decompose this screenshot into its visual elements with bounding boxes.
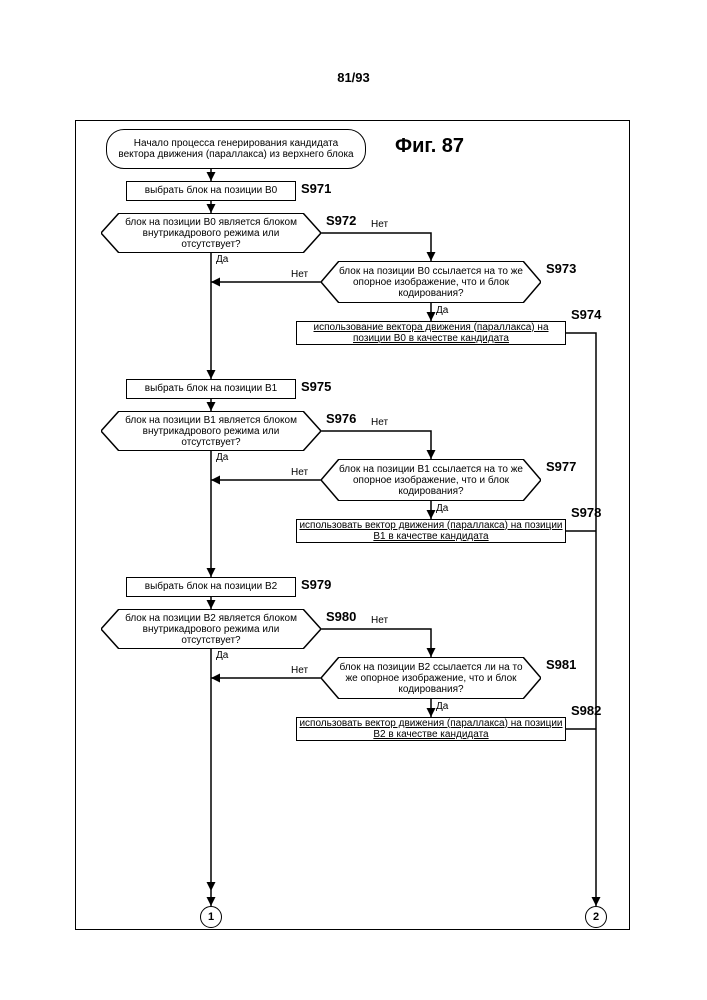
start-text: Начало процесса генерирования кандидата … (117, 138, 355, 161)
s979-text: выбрать блок на позиции B2 (145, 581, 277, 593)
connector-1: 1 (200, 906, 222, 928)
connector-1-text: 1 (208, 911, 214, 923)
s982-label: S982 (571, 703, 601, 718)
s971-text: выбрать блок на позиции B0 (145, 185, 277, 197)
s978-label: S978 (571, 505, 601, 520)
s972-no: Нет (371, 219, 388, 230)
connector-2: 2 (585, 906, 607, 928)
s974-label: S974 (571, 307, 601, 322)
s980-no: Нет (371, 615, 388, 626)
s977-no: Нет (291, 467, 308, 478)
s972-decision: блок на позиции B0 является блоком внутр… (101, 213, 321, 253)
s977-yes: Да (436, 503, 448, 514)
flowchart-frame: Начало процесса генерирования кандидата … (75, 120, 630, 930)
s973-no: Нет (291, 269, 308, 280)
s979-label: S979 (301, 577, 331, 592)
start-node: Начало процесса генерирования кандидата … (106, 129, 366, 169)
s975-process: выбрать блок на позиции B1 (126, 379, 296, 399)
s972-yes: Да (216, 254, 228, 265)
s976-no: Нет (371, 417, 388, 428)
s980-decision: блок на позиции B2 является блоком внутр… (101, 609, 321, 649)
connector-2-text: 2 (593, 911, 599, 923)
s981-no: Нет (291, 665, 308, 676)
s982-text: использовать вектор движения (параллакса… (297, 718, 565, 741)
s974-process: использование вектора движения (параллак… (296, 321, 566, 345)
s976-label: S976 (326, 411, 356, 426)
s980-yes: Да (216, 650, 228, 661)
s978-process: использовать вектор движения (параллакса… (296, 519, 566, 543)
s973-decision: блок на позиции B0 ссылается на то же оп… (321, 261, 541, 303)
s975-label: S975 (301, 379, 331, 394)
s981-yes: Да (436, 701, 448, 712)
s971-label: S971 (301, 181, 331, 196)
s978-text: использовать вектор движения (параллакса… (297, 520, 565, 543)
s981-label: S981 (546, 657, 576, 672)
s982-process: использовать вектор движения (параллакса… (296, 717, 566, 741)
s973-label: S973 (546, 261, 576, 276)
s977-decision: блок на позиции B1 ссылается на то же оп… (321, 459, 541, 501)
s981-decision: блок на позиции B2 ссылается ли на то же… (321, 657, 541, 699)
s974-text: использование вектора движения (параллак… (297, 322, 565, 345)
page-number: 81/93 (337, 70, 370, 85)
s973-yes: Да (436, 305, 448, 316)
s976-yes: Да (216, 452, 228, 463)
s971-process: выбрать блок на позиции B0 (126, 181, 296, 201)
s977-label: S977 (546, 459, 576, 474)
s979-process: выбрать блок на позиции B2 (126, 577, 296, 597)
s980-label: S980 (326, 609, 356, 624)
s972-label: S972 (326, 213, 356, 228)
s975-text: выбрать блок на позиции B1 (145, 383, 277, 395)
s976-decision: блок на позиции B1 является блоком внутр… (101, 411, 321, 451)
